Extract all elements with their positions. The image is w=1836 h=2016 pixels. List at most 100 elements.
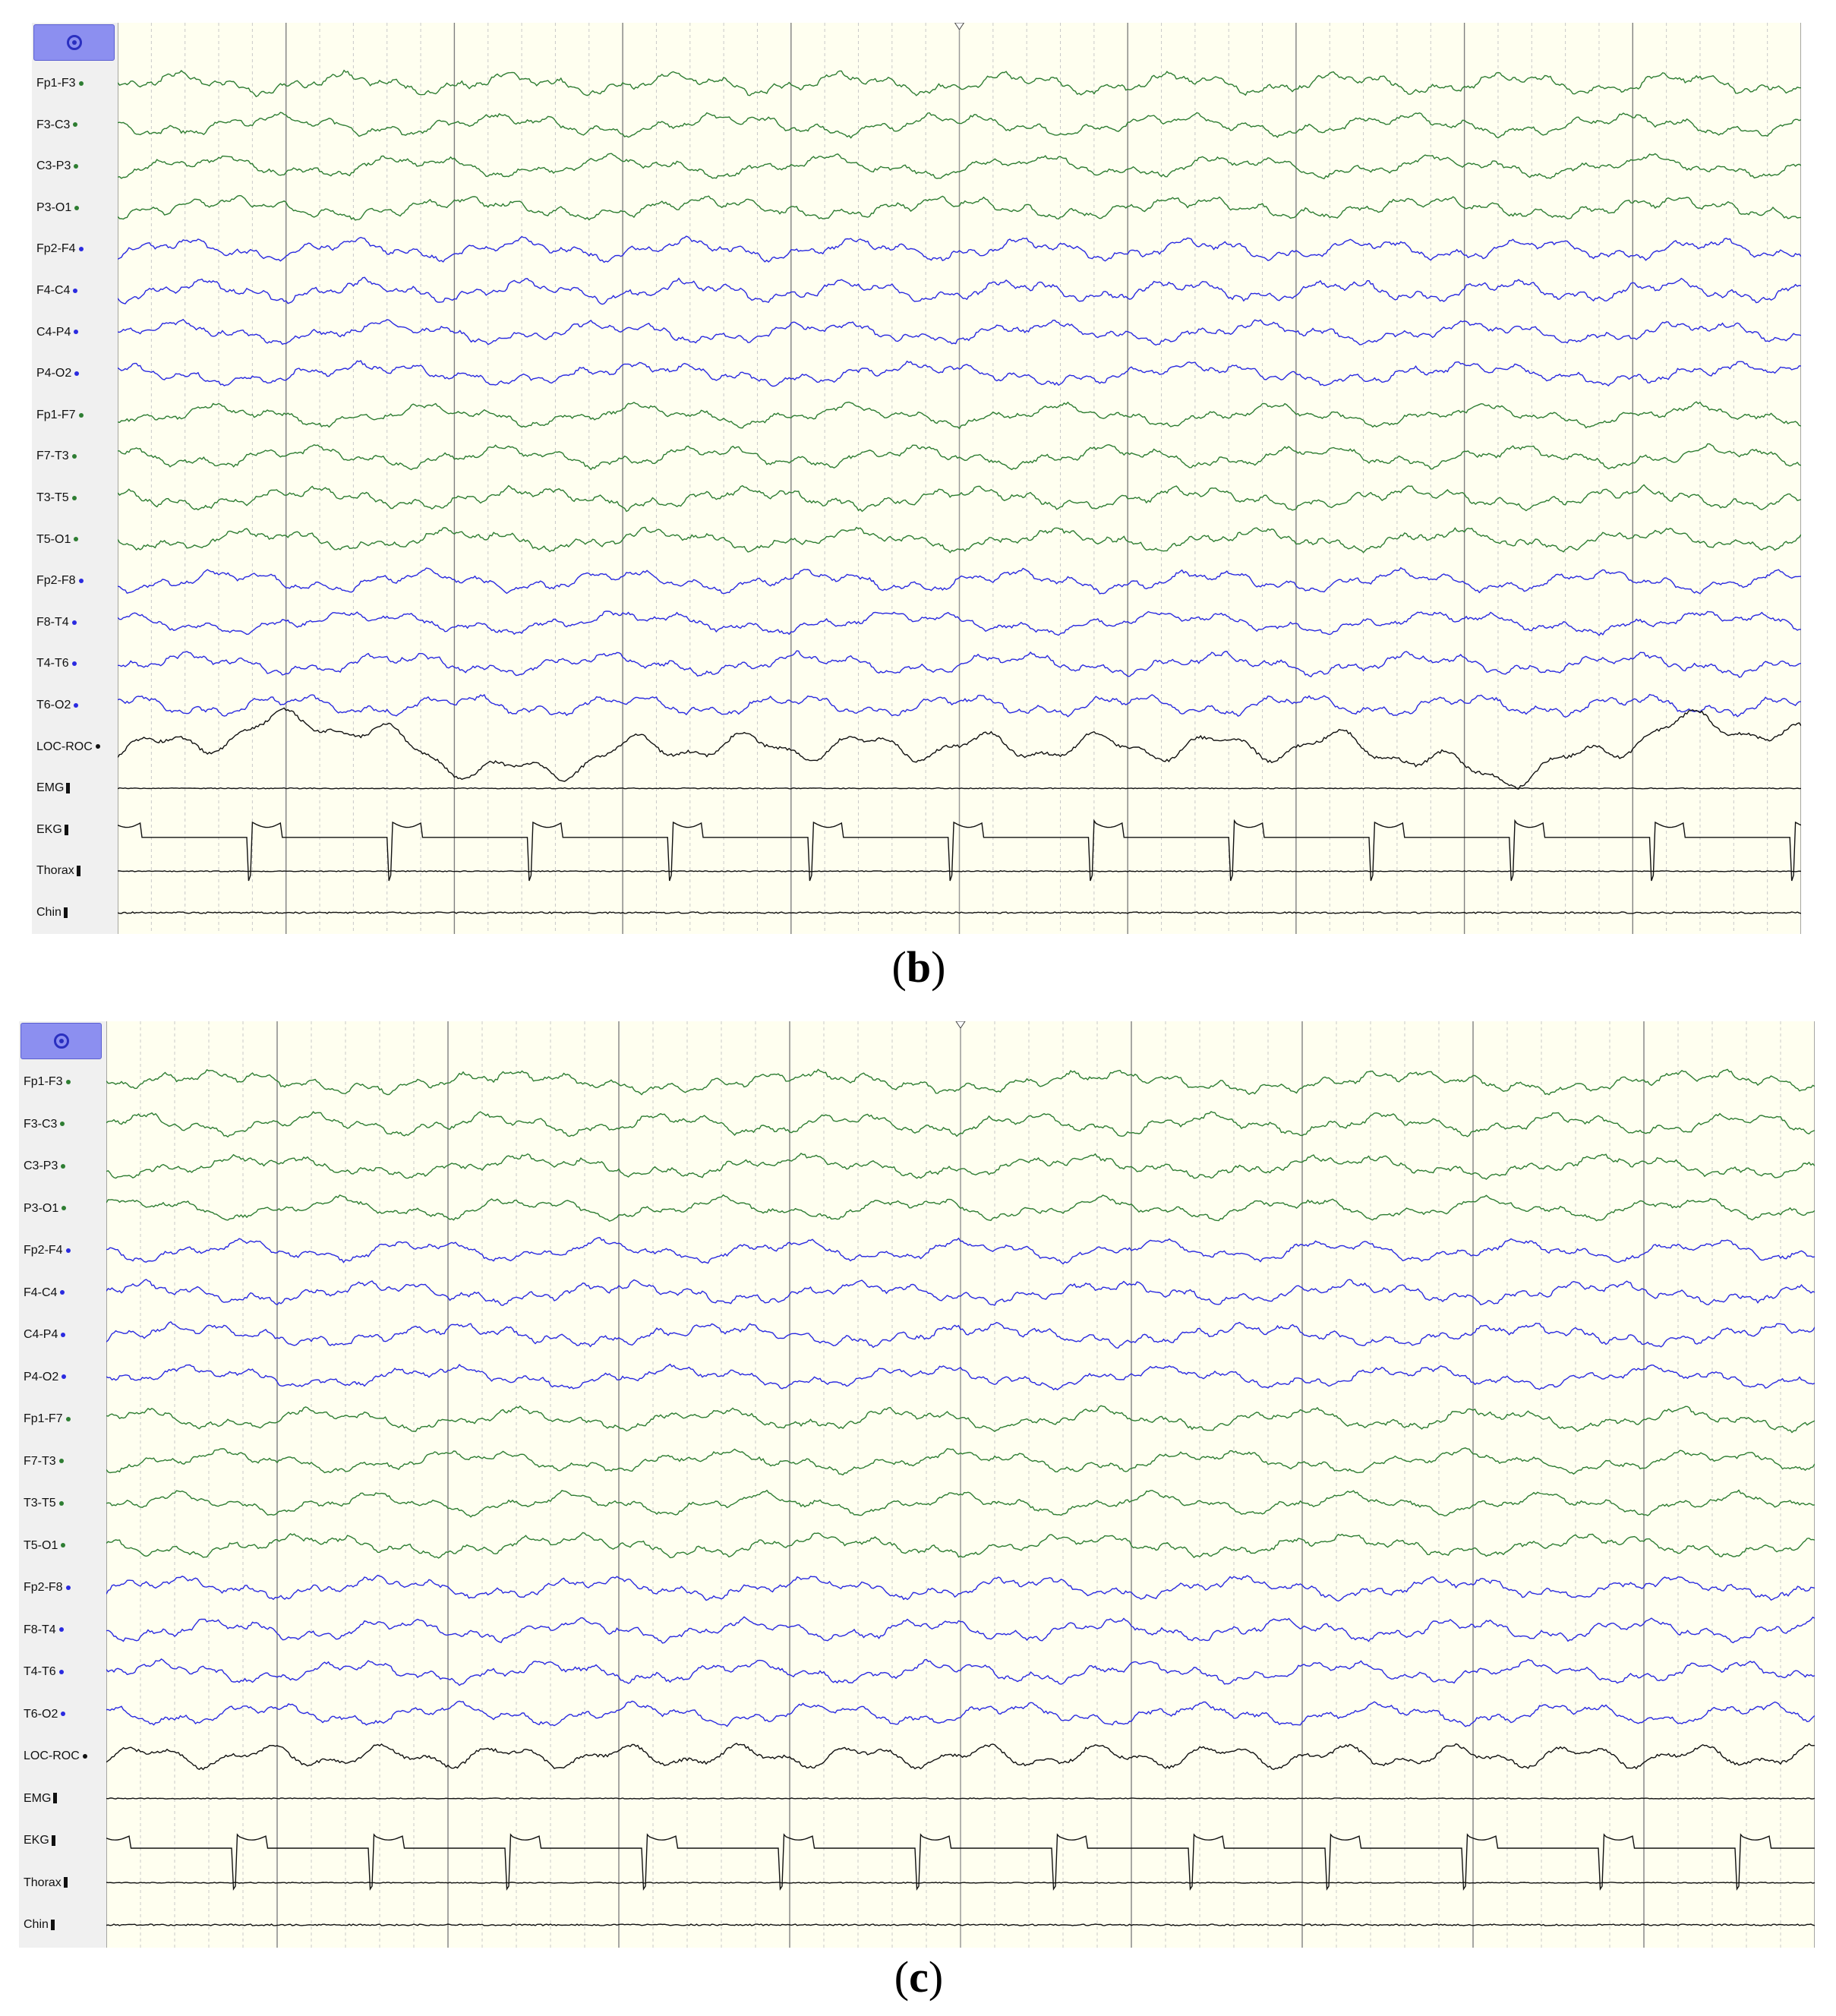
channel-label-text: Thorax: [36, 864, 74, 878]
channel-label-text: T4-T6: [36, 657, 69, 670]
waveform-p3-o1: [118, 194, 1801, 221]
channel-label: P4-O2: [36, 367, 80, 380]
channel-label-text: Fp2-F4: [36, 242, 76, 256]
channel-label-text: T5-O1: [36, 532, 71, 546]
channel-label-text: P4-O2: [36, 367, 72, 380]
channel-label-text: Fp1-F3: [24, 1075, 63, 1088]
channel-dot-icon: [58, 1459, 64, 1464]
channel-dot-icon: [74, 371, 80, 376]
channel-label-text: LOC-ROC: [36, 740, 93, 753]
channel-label: Fp1-F3: [36, 77, 84, 90]
waveform-loc-roc: [106, 1743, 1815, 1771]
channel-dot-icon: [95, 744, 100, 749]
waveform-chin: [118, 911, 1801, 914]
channel-label: T3-T5: [36, 491, 77, 505]
channel-label: F8-T4: [24, 1623, 64, 1637]
channel-bar-icon: [51, 1835, 55, 1846]
channel-label: C4-P4: [36, 326, 79, 339]
waveform-t4-t6: [118, 650, 1801, 678]
waveform-fp2-f4: [106, 1237, 1815, 1265]
channel-label: P3-O1: [36, 200, 80, 215]
channel-label-text: T3-T5: [36, 491, 69, 504]
channel-label: EMG: [24, 1792, 58, 1806]
waveform-fp1-f7: [118, 401, 1801, 430]
channel-label: C4-P4: [24, 1328, 66, 1342]
channel-label: Fp2-F4: [24, 1244, 71, 1257]
eeg-traces: [118, 23, 1801, 934]
channel-dot-icon: [78, 247, 84, 252]
cursor-marker-icon: [955, 1021, 966, 1029]
waveform-fp2-f8: [106, 1574, 1815, 1602]
channel-label: P3-O1: [24, 1202, 67, 1216]
montage-view-button[interactable]: [21, 1023, 102, 1059]
waveform-t6-o2: [106, 1700, 1815, 1727]
channel-label: Fp2-F4: [36, 242, 84, 256]
channel-dot-icon: [65, 1248, 71, 1253]
channel-label-text: Fp2-F8: [24, 1581, 63, 1594]
montage-view-button[interactable]: [33, 24, 115, 61]
channel-label-text: Chin: [24, 1918, 49, 1931]
trace-area[interactable]: [118, 23, 1801, 934]
waveform-f8-t4: [118, 610, 1801, 637]
panel-caption-b: (b): [891, 942, 946, 992]
channel-bar-icon: [50, 1919, 55, 1930]
channel-label-text: T3-T5: [24, 1497, 56, 1510]
waveform-t5-o1: [106, 1532, 1815, 1559]
channel-dot-icon: [74, 205, 80, 210]
waveform-thorax: [118, 870, 1801, 872]
channel-label-text: T5-O1: [24, 1538, 58, 1552]
channel-label-text: T6-O2: [36, 699, 71, 711]
channel-dot-icon: [61, 1163, 66, 1169]
channel-dot-icon: [62, 1206, 67, 1211]
channel-dot-icon: [78, 412, 84, 418]
channel-label: F3-C3: [24, 1118, 65, 1131]
channel-label: EKG: [24, 1834, 55, 1847]
channel-label: T3-T5: [24, 1497, 64, 1510]
waveform-f7-t3: [118, 443, 1801, 471]
channel-label-text: Fp2-F8: [36, 574, 76, 588]
channel-label-text: P3-O1: [36, 200, 72, 214]
channel-dot-icon: [65, 1416, 71, 1421]
waveform-fp2-f4: [118, 235, 1801, 263]
waveform-c3-p3: [118, 153, 1801, 180]
waveform-p3-o1: [106, 1194, 1815, 1222]
channel-label-text: F3-C3: [24, 1117, 58, 1131]
waveform-f8-t4: [106, 1616, 1815, 1644]
channel-label: F3-C3: [36, 118, 78, 132]
channel-label-text: Chin: [36, 906, 62, 919]
channel-label-text: EKG: [36, 822, 62, 836]
channel-label-text: Thorax: [24, 1876, 62, 1889]
channel-label-text: T6-O2: [24, 1707, 58, 1721]
eeg-traces: [106, 1021, 1815, 1948]
channel-label: Fp1-F7: [36, 409, 84, 422]
waveform-ekg: [118, 819, 1801, 882]
channel-label: F4-C4: [36, 284, 78, 298]
channel-label-text: Fp1-F3: [36, 77, 76, 90]
waveform-f3-c3: [106, 1111, 1815, 1138]
channel-dot-icon: [74, 702, 79, 708]
channel-dot-icon: [65, 1585, 71, 1590]
channel-dot-icon: [73, 288, 78, 293]
channel-label-text: F7-T3: [24, 1454, 56, 1468]
channel-label-text: Fp1-F7: [36, 408, 76, 421]
waveform-t5-o1: [118, 526, 1801, 554]
channel-label: T6-O2: [24, 1707, 66, 1721]
waveform-ekg: [106, 1833, 1815, 1891]
channel-label: T4-T6: [36, 657, 77, 670]
channel-label: Fp1-F7: [24, 1412, 71, 1426]
channel-dot-icon: [58, 1669, 64, 1674]
channel-label-text: Fp1-F7: [24, 1412, 63, 1425]
channel-bar-icon: [63, 907, 68, 918]
channel-label: T4-T6: [24, 1665, 64, 1679]
channel-label-text: F8-T4: [24, 1623, 56, 1636]
channel-label: T5-O1: [36, 532, 79, 547]
trace-area[interactable]: [106, 1021, 1815, 1948]
channel-dot-icon: [62, 1374, 67, 1380]
channel-label: Thorax: [36, 864, 80, 878]
waveform-fp1-f3: [118, 69, 1801, 98]
channel-label-text: F3-C3: [36, 118, 71, 131]
channel-label: C3-P3: [24, 1159, 66, 1173]
channel-dot-icon: [61, 1332, 66, 1337]
channel-dot-icon: [78, 80, 84, 86]
channel-label-text: Fp2-F4: [24, 1244, 63, 1257]
